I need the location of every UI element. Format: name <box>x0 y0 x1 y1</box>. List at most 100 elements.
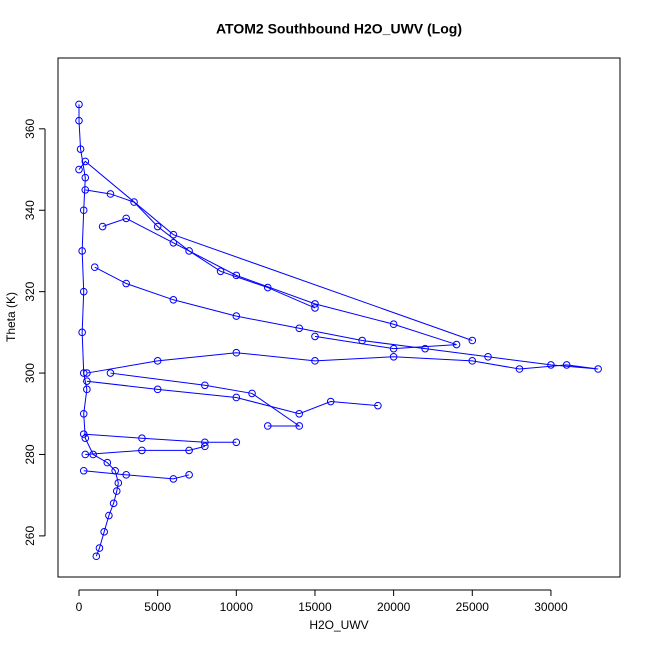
data-point <box>153 385 162 394</box>
data-point <box>81 450 90 459</box>
data-point <box>78 247 86 255</box>
data-line <box>86 380 378 415</box>
x-tick-label: 30000 <box>534 600 568 614</box>
x-tick-label: 25000 <box>456 600 490 614</box>
data-point <box>75 100 83 109</box>
y-tick-label: 320 <box>23 281 37 301</box>
data-point <box>138 446 146 455</box>
data-point <box>248 389 256 398</box>
y-tick-label: 360 <box>23 118 37 138</box>
data-point <box>100 528 108 536</box>
data-point <box>79 287 88 296</box>
y-tick-label: 340 <box>23 200 37 220</box>
data-line <box>83 470 190 480</box>
x-tick-label: 15000 <box>298 600 332 614</box>
data-point <box>374 401 382 410</box>
data-point <box>169 475 178 483</box>
data-point <box>138 434 146 442</box>
data-point <box>295 324 304 333</box>
data-point <box>232 393 241 402</box>
data-point <box>81 186 90 194</box>
data-point <box>185 247 193 255</box>
data-point <box>185 446 193 455</box>
data-point <box>169 230 178 239</box>
data-point <box>79 369 88 377</box>
data-line <box>83 433 237 443</box>
data-point <box>232 348 241 357</box>
data-point <box>98 222 107 231</box>
data-point <box>106 369 115 377</box>
data-point <box>295 409 304 418</box>
data-point <box>111 466 119 475</box>
x-tick-label: 10000 <box>220 600 254 614</box>
data-point <box>105 511 113 520</box>
data-point <box>122 214 130 223</box>
data-point <box>122 279 130 288</box>
data-point <box>81 434 90 442</box>
data-point <box>83 385 91 394</box>
y-tick-label: 260 <box>23 526 37 546</box>
data-point <box>79 409 88 418</box>
data-point <box>311 304 319 312</box>
x-tick-label: 5000 <box>144 600 171 614</box>
data-point <box>263 422 272 430</box>
data-point <box>515 365 524 373</box>
data-point <box>358 336 366 345</box>
data-line <box>85 445 205 455</box>
y-tick-label: 280 <box>23 444 37 464</box>
data-point <box>201 381 209 390</box>
data-line <box>85 189 316 309</box>
data-point <box>79 466 88 475</box>
data-line <box>102 217 457 350</box>
data-point <box>169 239 178 247</box>
data-point <box>153 222 162 231</box>
data-line <box>86 266 599 374</box>
data-point <box>75 116 83 125</box>
x-tick-label: 0 <box>76 600 83 614</box>
data-point <box>185 471 193 479</box>
x-tick-label: 20000 <box>377 600 411 614</box>
data-point <box>389 320 398 329</box>
data-point <box>76 145 85 153</box>
data-point <box>594 365 602 373</box>
data-point <box>389 352 398 361</box>
data-point <box>169 295 178 304</box>
y-tick-label: 300 <box>23 363 37 383</box>
data-point <box>421 344 429 353</box>
data-point <box>295 422 304 430</box>
data-point <box>263 283 272 292</box>
data-point <box>78 328 86 337</box>
data-point <box>562 361 571 369</box>
data-point <box>122 471 130 479</box>
data-point <box>232 438 241 447</box>
data-point <box>81 173 90 182</box>
data-point <box>311 332 319 341</box>
data-point <box>389 344 398 353</box>
data-line <box>78 160 473 341</box>
data-point <box>79 430 88 438</box>
x-axis-label: H2O_UWV <box>309 618 368 632</box>
data-point <box>106 190 115 198</box>
data-point <box>232 312 241 320</box>
data-point <box>114 479 123 487</box>
y-axis-label: Theta (K) <box>4 292 18 342</box>
data-line <box>78 104 119 557</box>
data-point <box>75 165 83 174</box>
chart-title: ATOM2 Southbound H2O_UWV (Log) <box>216 21 462 37</box>
data-point <box>547 361 555 369</box>
data-point <box>89 450 97 459</box>
data-point <box>112 487 121 495</box>
data-point <box>311 357 319 365</box>
data-point <box>468 357 477 365</box>
data-point <box>109 499 118 508</box>
data-point <box>484 352 492 361</box>
data-point <box>103 458 112 467</box>
data-point <box>216 267 225 276</box>
data-point <box>232 271 241 280</box>
data-point <box>83 377 91 386</box>
data-point <box>130 198 138 206</box>
data-point <box>326 397 335 406</box>
data-point <box>95 544 104 552</box>
data-point <box>92 552 101 561</box>
